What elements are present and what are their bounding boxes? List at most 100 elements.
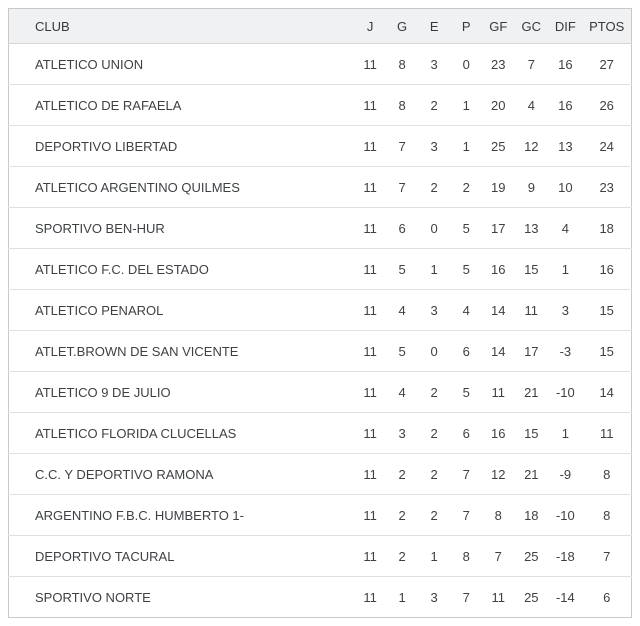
stat-cell-p: 5	[450, 371, 483, 413]
stat-cell-dif: 1	[548, 248, 583, 290]
stat-cell-j: 11	[354, 166, 387, 208]
stat-cell-p: 5	[450, 207, 483, 249]
stat-cell-gf: 14	[482, 330, 515, 372]
stat-cell-dif: 10	[548, 166, 583, 208]
stat-cell-p: 6	[450, 330, 483, 372]
stat-cell-j: 11	[354, 207, 387, 249]
table-row: SPORTIVO NORTE 11 1 3 7 11 25 -14 6	[8, 576, 632, 618]
stat-cell-dif: -9	[548, 453, 583, 495]
stat-cell-gc: 4	[514, 84, 549, 126]
stat-cell-gf: 8	[482, 494, 515, 536]
stat-cell-g: 5	[386, 330, 419, 372]
stat-cell-e: 0	[418, 207, 451, 249]
stat-cell-e: 2	[418, 412, 451, 454]
table-row: ATLETICO F.C. DEL ESTADO 11 5 1 5 16 15 1 16	[8, 248, 632, 290]
stat-cell-dif: 16	[548, 43, 583, 85]
club-name-cell: ATLETICO DE RAFAELA	[8, 84, 355, 126]
stat-cell-gc: 25	[514, 535, 549, 577]
stat-cell-p: 1	[450, 84, 483, 126]
column-header-e: E	[418, 8, 451, 44]
table-row: C.C. Y DEPORTIVO RAMONA 11 2 2 7 12 21 -9 8	[8, 453, 632, 495]
stat-cell-j: 11	[354, 43, 387, 85]
stat-cell-j: 11	[354, 371, 387, 413]
stat-cell-g: 6	[386, 207, 419, 249]
stat-cell-p: 7	[450, 453, 483, 495]
stat-cell-gc: 12	[514, 125, 549, 167]
stat-cell-ptos: 23	[582, 166, 632, 208]
stat-cell-j: 11	[354, 248, 387, 290]
stat-cell-p: 6	[450, 412, 483, 454]
column-header-j: J	[354, 8, 387, 44]
stat-cell-ptos: 18	[582, 207, 632, 249]
stat-cell-ptos: 27	[582, 43, 632, 85]
stat-cell-dif: 1	[548, 412, 583, 454]
stat-cell-p: 4	[450, 289, 483, 331]
stat-cell-j: 11	[354, 289, 387, 331]
stat-cell-ptos: 8	[582, 453, 632, 495]
stat-cell-e: 2	[418, 371, 451, 413]
stat-cell-ptos: 15	[582, 330, 632, 372]
stat-cell-ptos: 14	[582, 371, 632, 413]
stat-cell-gc: 18	[514, 494, 549, 536]
stat-cell-ptos: 8	[582, 494, 632, 536]
header-row: CLUB J G E P GF GC DIF PTOS	[8, 8, 632, 44]
stat-cell-gf: 17	[482, 207, 515, 249]
stat-cell-e: 2	[418, 494, 451, 536]
stat-cell-gc: 21	[514, 453, 549, 495]
stat-cell-j: 11	[354, 125, 387, 167]
club-name-cell: DEPORTIVO TACURAL	[8, 535, 355, 577]
stat-cell-g: 3	[386, 412, 419, 454]
stat-cell-gc: 7	[514, 43, 549, 85]
stat-cell-dif: -18	[548, 535, 583, 577]
stat-cell-gc: 21	[514, 371, 549, 413]
stat-cell-e: 1	[418, 248, 451, 290]
stat-cell-e: 3	[418, 289, 451, 331]
stat-cell-gc: 11	[514, 289, 549, 331]
club-name-cell: C.C. Y DEPORTIVO RAMONA	[8, 453, 355, 495]
table-row: ATLETICO ARGENTINO QUILMES 11 7 2 2 19 9 10 23	[8, 166, 632, 208]
stat-cell-gc: 9	[514, 166, 549, 208]
stat-cell-j: 11	[354, 453, 387, 495]
stat-cell-e: 2	[418, 166, 451, 208]
stat-cell-g: 8	[386, 84, 419, 126]
club-name-cell: ATLETICO PENAROL	[8, 289, 355, 331]
stat-cell-gf: 11	[482, 576, 515, 618]
stat-cell-gf: 14	[482, 289, 515, 331]
club-name-cell: ATLETICO 9 DE JULIO	[8, 371, 355, 413]
stat-cell-e: 1	[418, 535, 451, 577]
stat-cell-e: 0	[418, 330, 451, 372]
stat-cell-p: 0	[450, 43, 483, 85]
stat-cell-e: 3	[418, 576, 451, 618]
table-row: ATLET.BROWN DE SAN VICENTE 11 5 0 6 14 17 -3 15	[8, 330, 632, 372]
stat-cell-dif: -14	[548, 576, 583, 618]
stat-cell-gf: 12	[482, 453, 515, 495]
stat-cell-ptos: 6	[582, 576, 632, 618]
stat-cell-gf: 19	[482, 166, 515, 208]
stat-cell-g: 1	[386, 576, 419, 618]
club-name-cell: ATLETICO UNION	[8, 43, 355, 85]
column-header-ptos: PTOS	[582, 8, 632, 44]
stat-cell-g: 4	[386, 289, 419, 331]
stat-cell-gf: 11	[482, 371, 515, 413]
column-header-dif: DIF	[548, 8, 583, 44]
club-name-cell: SPORTIVO BEN-HUR	[8, 207, 355, 249]
stat-cell-ptos: 24	[582, 125, 632, 167]
column-header-gf: GF	[482, 8, 515, 44]
stat-cell-j: 11	[354, 330, 387, 372]
stat-cell-dif: 16	[548, 84, 583, 126]
stat-cell-ptos: 11	[582, 412, 632, 454]
standings-table-container: CLUB J G E P GF GC DIF PTOS ATLETICO UNION 11 8 3 0 2…	[8, 8, 632, 618]
column-header-gc: GC	[514, 8, 549, 44]
club-name-cell: ATLETICO FLORIDA CLUCELLAS	[8, 412, 355, 454]
stat-cell-p: 2	[450, 166, 483, 208]
stat-cell-ptos: 16	[582, 248, 632, 290]
column-header-club: CLUB	[8, 8, 355, 44]
stat-cell-dif: 13	[548, 125, 583, 167]
stat-cell-gc: 15	[514, 412, 549, 454]
stat-cell-ptos: 26	[582, 84, 632, 126]
stat-cell-g: 4	[386, 371, 419, 413]
stat-cell-e: 3	[418, 43, 451, 85]
table-row: ARGENTINO F.B.C. HUMBERTO 1- 11 2 2 7 8 18 -10 8	[8, 494, 632, 536]
club-name-cell: SPORTIVO NORTE	[8, 576, 355, 618]
table-row: DEPORTIVO LIBERTAD 11 7 3 1 25 12 13 24	[8, 125, 632, 167]
